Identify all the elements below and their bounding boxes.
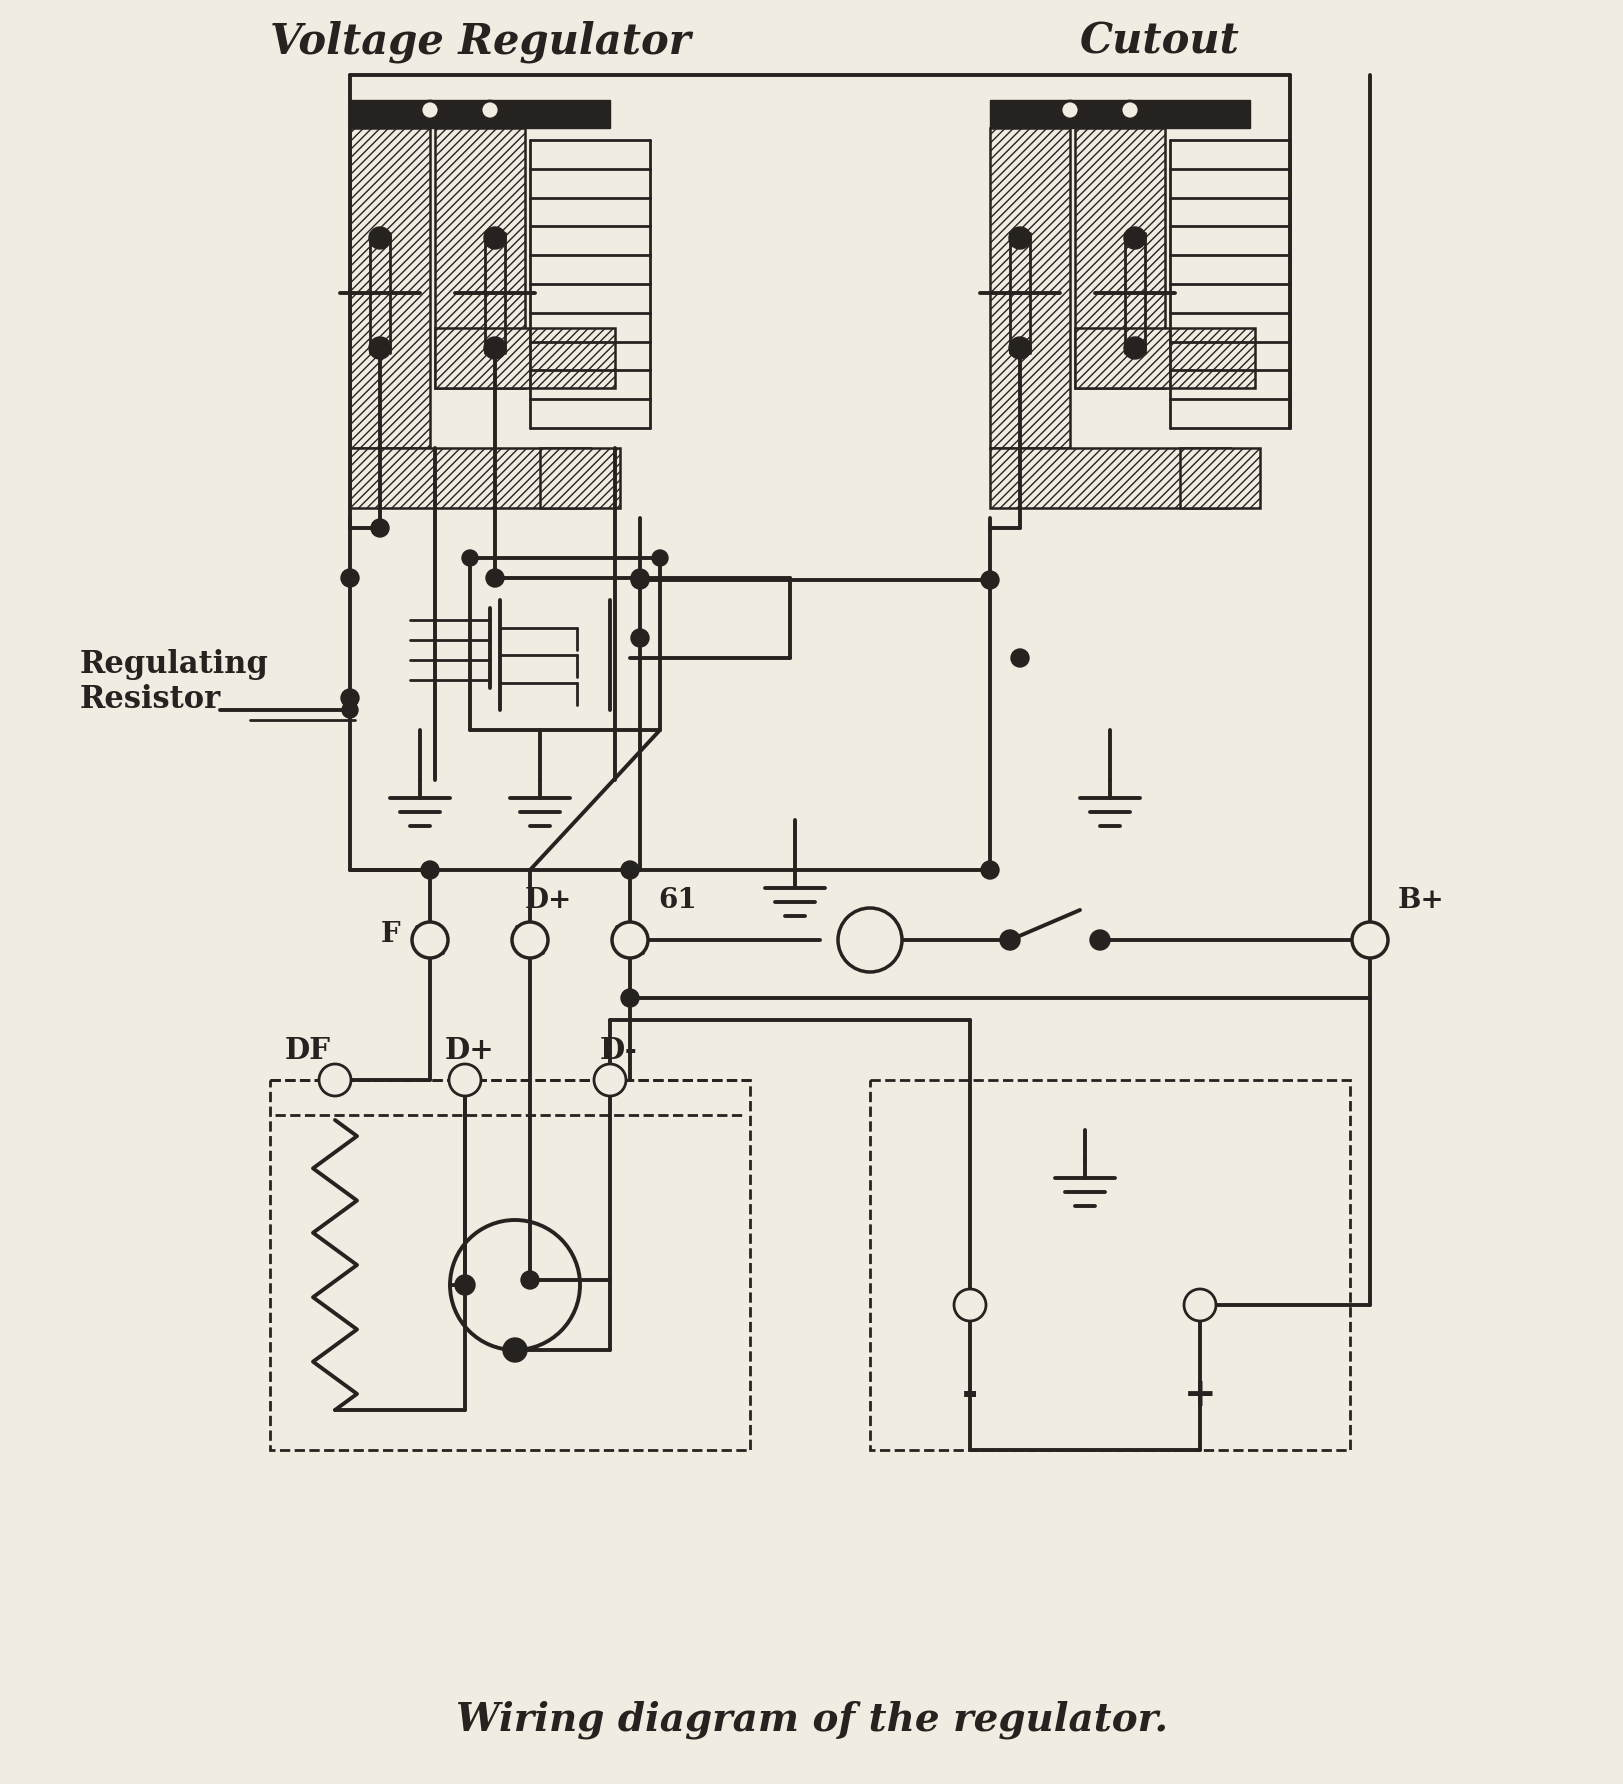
Circle shape <box>620 862 638 880</box>
Bar <box>870 1079 1349 1450</box>
Circle shape <box>953 1290 985 1320</box>
Circle shape <box>461 549 477 566</box>
Circle shape <box>1011 649 1029 667</box>
Text: 61: 61 <box>657 887 696 913</box>
Bar <box>351 100 610 128</box>
Circle shape <box>837 908 901 972</box>
Circle shape <box>484 227 506 250</box>
Bar <box>990 448 1229 508</box>
Circle shape <box>480 102 498 120</box>
Circle shape <box>485 569 503 587</box>
Bar <box>990 100 1250 128</box>
Circle shape <box>631 571 649 589</box>
Circle shape <box>594 1063 625 1095</box>
Circle shape <box>1123 337 1146 359</box>
Circle shape <box>612 922 648 958</box>
Circle shape <box>503 1338 527 1361</box>
Circle shape <box>1123 227 1146 250</box>
Circle shape <box>412 922 448 958</box>
Circle shape <box>368 337 391 359</box>
Circle shape <box>1183 1290 1216 1320</box>
Circle shape <box>1008 227 1031 250</box>
Circle shape <box>420 862 438 880</box>
Circle shape <box>484 337 506 359</box>
Text: Regulating: Regulating <box>80 649 269 680</box>
Text: Wiring diagram of the regulator.: Wiring diagram of the regulator. <box>456 1700 1167 1739</box>
Circle shape <box>454 1276 474 1295</box>
Circle shape <box>521 1270 539 1290</box>
Bar <box>351 448 589 508</box>
Circle shape <box>450 1220 579 1350</box>
Circle shape <box>1008 337 1031 359</box>
Text: B+: B+ <box>1397 887 1444 913</box>
Text: Voltage Regulator: Voltage Regulator <box>269 21 690 62</box>
Circle shape <box>341 689 359 706</box>
Bar <box>1180 448 1259 508</box>
Circle shape <box>511 922 547 958</box>
Bar <box>351 128 430 448</box>
Text: +: + <box>1183 1375 1216 1415</box>
Circle shape <box>1352 922 1388 958</box>
Circle shape <box>370 519 390 537</box>
Text: Cutout: Cutout <box>1079 21 1240 62</box>
Circle shape <box>980 862 998 880</box>
Text: D+: D+ <box>445 1037 495 1065</box>
Bar <box>435 128 524 387</box>
Circle shape <box>631 630 649 648</box>
Circle shape <box>318 1063 351 1095</box>
Circle shape <box>448 1063 480 1095</box>
Circle shape <box>420 102 438 120</box>
Bar <box>1074 328 1255 387</box>
Bar <box>435 328 615 387</box>
Circle shape <box>1089 929 1109 951</box>
Circle shape <box>651 549 667 566</box>
Circle shape <box>341 569 359 587</box>
Circle shape <box>342 701 357 717</box>
Circle shape <box>980 571 998 589</box>
Circle shape <box>368 227 391 250</box>
Text: -: - <box>961 1375 977 1415</box>
Bar <box>540 448 620 508</box>
Text: DF: DF <box>284 1037 331 1065</box>
Text: D+: D+ <box>524 887 571 913</box>
Bar <box>1074 128 1164 387</box>
Bar <box>269 1079 750 1450</box>
Text: F: F <box>380 922 399 949</box>
Bar <box>990 128 1070 448</box>
Circle shape <box>1060 102 1078 120</box>
Circle shape <box>631 569 649 587</box>
Circle shape <box>1120 102 1138 120</box>
Text: D-: D- <box>599 1037 638 1065</box>
Circle shape <box>1000 929 1019 951</box>
Text: Resistor: Resistor <box>80 683 221 715</box>
Circle shape <box>620 988 638 1006</box>
